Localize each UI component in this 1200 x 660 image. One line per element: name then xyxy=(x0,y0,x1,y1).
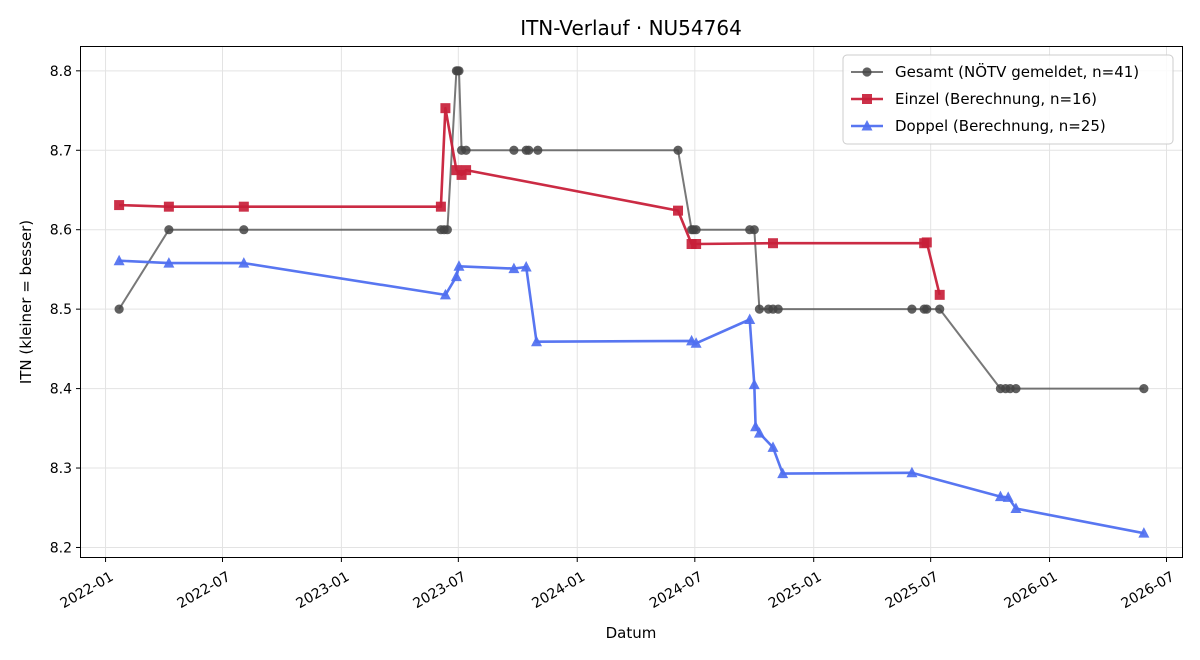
y-tick-label: 8.5 xyxy=(50,302,72,318)
data-point xyxy=(690,337,702,348)
data-point xyxy=(113,254,125,266)
legend-swatch-marker xyxy=(862,67,872,77)
data-point xyxy=(691,225,701,235)
data-point xyxy=(768,238,779,249)
data-point xyxy=(114,304,124,314)
y-tick-label: 8.6 xyxy=(50,223,72,239)
y-axis-label: ITN (kleiner = besser) xyxy=(17,220,35,384)
data-point xyxy=(1139,383,1149,394)
chart-title: ITN-Verlauf · NU54764 xyxy=(520,16,742,40)
y-axis-ticks: 8.2 8.3 8.4 8.5 8.6 8.7 8.8 xyxy=(50,64,81,556)
data-point xyxy=(921,237,932,248)
data-point xyxy=(114,200,125,211)
data-point xyxy=(453,260,465,271)
data-point xyxy=(531,335,543,347)
plot-frame xyxy=(80,46,1183,558)
data-point xyxy=(673,205,684,216)
data-point xyxy=(442,225,452,235)
data-point xyxy=(520,261,532,272)
data-point xyxy=(451,165,462,176)
data-point xyxy=(1138,527,1150,538)
data-point xyxy=(435,201,446,212)
data-point xyxy=(673,145,683,155)
data-point xyxy=(163,201,174,212)
y-tick-label: 8.3 xyxy=(50,461,72,477)
data-point xyxy=(922,304,932,314)
data-point xyxy=(744,313,756,324)
data-point xyxy=(440,103,451,114)
data-point xyxy=(163,257,175,268)
data-point xyxy=(934,289,945,300)
data-point xyxy=(1002,491,1014,502)
legend-swatch-marker xyxy=(862,94,872,104)
data-point xyxy=(450,270,462,282)
legend-entry: Doppel (Berechnung, n=25) xyxy=(895,117,1106,135)
data-point xyxy=(238,201,249,212)
data-point xyxy=(509,145,519,155)
data-point xyxy=(754,304,765,314)
y-tick-label: 8.2 xyxy=(50,540,72,556)
series-triangle xyxy=(113,254,1150,538)
data-point xyxy=(524,145,534,155)
data-point xyxy=(750,420,762,432)
data-point xyxy=(454,66,464,76)
series-line xyxy=(119,259,1145,535)
data-point xyxy=(767,441,779,452)
series-group xyxy=(113,66,1150,538)
legend-box xyxy=(842,54,1174,145)
data-point xyxy=(1010,502,1022,514)
x-axis-label: Datum xyxy=(606,624,657,642)
data-point xyxy=(239,225,249,235)
data-point xyxy=(907,304,917,314)
data-point xyxy=(461,165,472,176)
data-point xyxy=(994,490,1006,502)
data-point xyxy=(906,466,918,478)
y-tick-label: 8.7 xyxy=(50,143,72,159)
data-point xyxy=(533,145,543,155)
data-point xyxy=(753,427,765,438)
y-tick-label: 8.4 xyxy=(50,382,72,398)
data-point xyxy=(935,304,945,314)
data-point xyxy=(748,378,760,390)
data-point xyxy=(164,225,174,235)
data-point xyxy=(461,145,471,155)
data-point xyxy=(691,239,702,250)
data-point xyxy=(777,467,789,479)
y-tick-label: 8.8 xyxy=(50,64,72,80)
data-point xyxy=(1011,383,1021,394)
series-square xyxy=(114,103,945,300)
legend-entry: Gesamt (NÖTV gemeldet, n=41) xyxy=(895,62,1139,81)
data-point xyxy=(238,257,250,268)
data-point xyxy=(508,262,520,274)
legend: Gesamt (NÖTV gemeldet, n=41) Einzel (Bere… xyxy=(842,54,1174,145)
legend-swatch-marker xyxy=(861,120,873,131)
legend-entry: Einzel (Berechnung, n=16) xyxy=(895,90,1097,108)
data-point xyxy=(439,288,451,300)
data-point xyxy=(773,304,783,314)
data-point xyxy=(749,225,759,235)
